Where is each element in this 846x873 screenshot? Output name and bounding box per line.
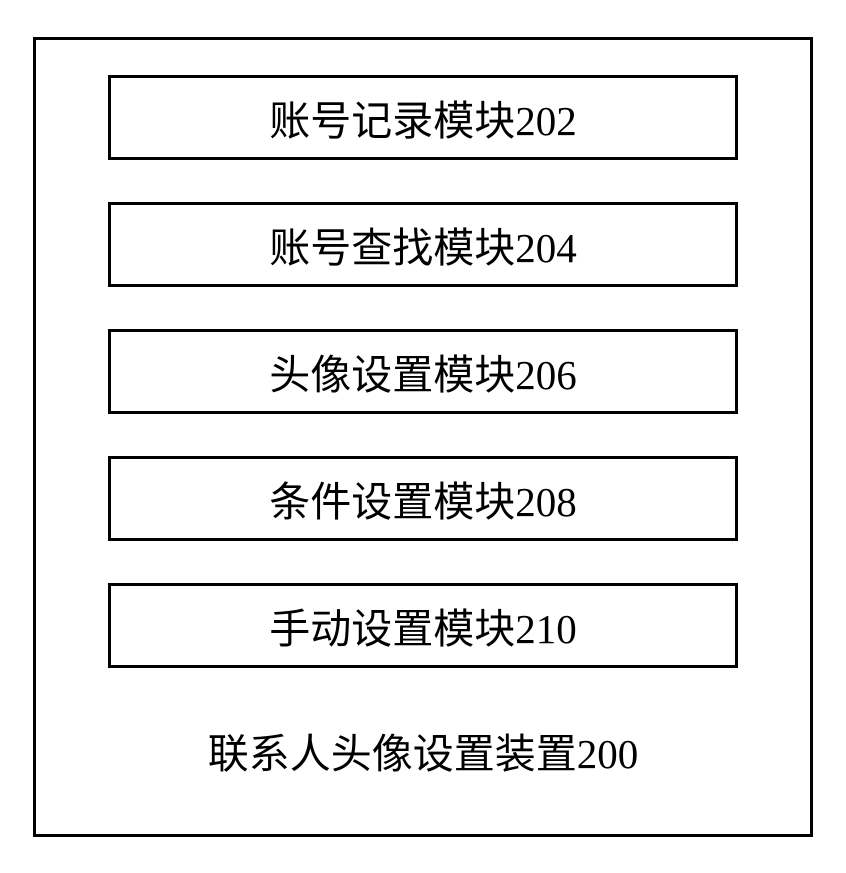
module-box-manual-setting: 手动设置模块210 [108, 583, 738, 668]
module-label: 头像设置模块206 [269, 341, 577, 401]
module-box-avatar-setting: 头像设置模块206 [108, 329, 738, 414]
device-container: 账号记录模块202 账号查找模块204 头像设置模块206 条件设置模块208 … [33, 37, 813, 837]
module-label: 手动设置模块210 [269, 595, 577, 655]
module-label: 账号记录模块202 [269, 87, 577, 147]
module-box-condition-setting: 条件设置模块208 [108, 456, 738, 541]
module-label: 账号查找模块204 [269, 214, 577, 274]
module-label: 条件设置模块208 [269, 468, 577, 528]
device-label: 联系人头像设置装置200 [208, 720, 639, 780]
module-box-account-search: 账号查找模块204 [108, 202, 738, 287]
module-box-account-record: 账号记录模块202 [108, 75, 738, 160]
